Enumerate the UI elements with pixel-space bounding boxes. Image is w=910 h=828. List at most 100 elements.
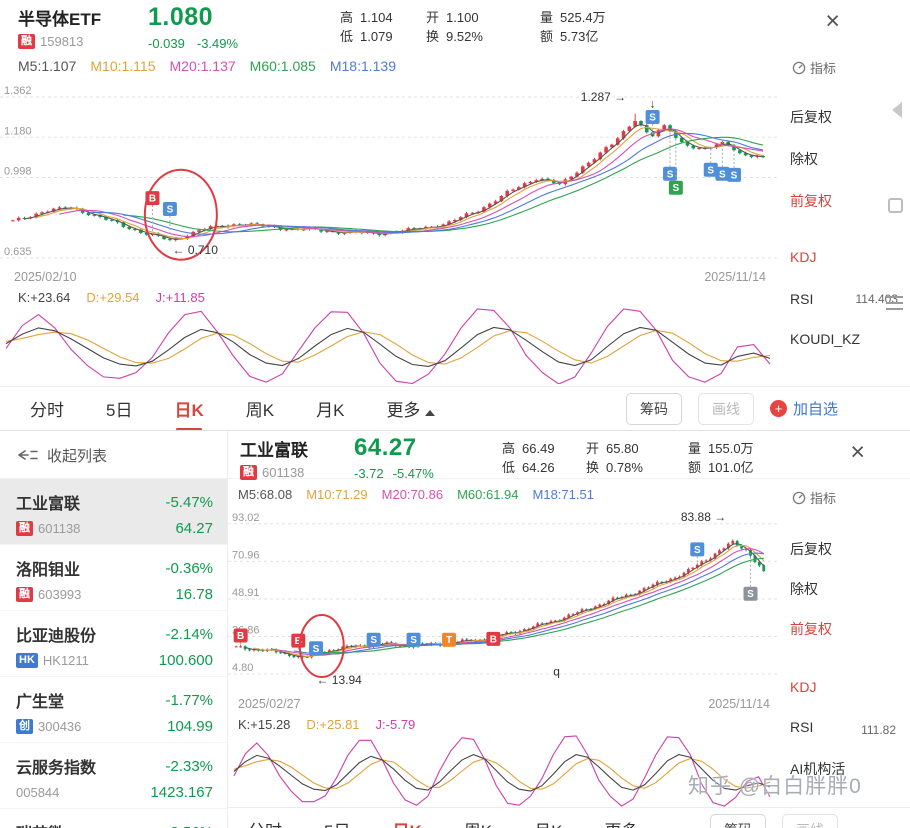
end-date: 2025/11/14: [704, 270, 766, 284]
watchlist-name: 比亚迪股份: [16, 628, 97, 645]
watchlist-item[interactable]: 云服务指数 -2.33% 005844 1423.167: [0, 743, 227, 809]
tab-daily-k[interactable]: 日K: [392, 817, 421, 828]
watchlist-item[interactable]: 洛阳钼业 -0.36% 融 603993 16.78: [0, 545, 227, 611]
chart-period-tabbar: 分时 5日 日K 周K 月K 更多 筹码 画线 + 加自选: [0, 386, 910, 430]
rail-item-kdj[interactable]: KDJ: [790, 249, 817, 265]
tab-5day[interactable]: 5日: [106, 401, 133, 420]
right-rail: 后复权 除权 前复权 KDJ RSI AI机构活: [780, 479, 910, 828]
ma60-value: M60:61.94: [457, 487, 519, 502]
stat-col-open-turnover: 开 65.80 换 0.78%: [586, 439, 643, 477]
stat-label: 高: [502, 441, 516, 456]
stat-label: 开: [586, 441, 600, 456]
etf-price-block: 1.080 -0.039 -3.49%: [148, 3, 238, 51]
tab-minute[interactable]: 分时: [30, 401, 64, 420]
svg-text:S: S: [673, 183, 680, 194]
stat-label: 低: [502, 460, 516, 475]
svg-text:S: S: [313, 644, 320, 655]
ma-values-row: M5:68.08 M10:71.29 M20:70.86 M60:61.94 M…: [238, 487, 594, 502]
tab-monthly-k[interactable]: 月K: [316, 401, 345, 420]
tab-more[interactable]: 更多: [604, 817, 653, 828]
rail-item-ex-right[interactable]: 除权: [790, 151, 818, 167]
rail-item-ai[interactable]: AI机构活: [790, 761, 846, 777]
menu-icon[interactable]: [886, 296, 903, 298]
rail-item-forward-adjusted[interactable]: 前复权: [790, 193, 832, 209]
close-icon[interactable]: ×: [850, 438, 865, 466]
rail-item-rsi[interactable]: RSI: [790, 291, 814, 307]
add-icon: +: [769, 400, 787, 417]
square-icon[interactable]: [888, 198, 903, 213]
etf-chart-panel: 半导体ETF 融 159813 1.080 -0.039 -3.49% 高 1.1…: [0, 0, 910, 430]
stock-price-block: 64.27 -3.72 -5.47%: [354, 434, 434, 481]
indicator-label: 指标: [810, 491, 837, 506]
indicator-label: 指标: [810, 61, 837, 76]
watchlist-item[interactable]: 瑞芯微 -3.56%: [0, 809, 227, 828]
watchlist-name: 洛阳钼业: [16, 562, 81, 579]
margin-badge: 融: [240, 465, 257, 480]
stat-label: 低: [340, 29, 354, 44]
svg-text:← 13.94: ← 13.94: [316, 673, 362, 687]
add-watchlist-button[interactable]: + 加自选: [769, 398, 838, 419]
price-change-pct: -5.47%: [392, 466, 434, 481]
watchlist-item[interactable]: 比亚迪股份 -2.14% HK HK1211 100.600: [0, 611, 227, 677]
tab-5day[interactable]: 5日: [324, 817, 350, 828]
tab-monthly-k[interactable]: 月K: [534, 817, 562, 828]
stock-kdj-chart[interactable]: [228, 735, 780, 807]
watchlist-item[interactable]: 广生堂 -1.77% 创 300436 104.99: [0, 677, 227, 743]
watchlist-name: 瑞芯微: [16, 820, 64, 828]
stock-name: 工业富联: [240, 441, 308, 460]
svg-text:S: S: [707, 165, 714, 176]
watchlist-price: 64.27: [175, 520, 213, 537]
svg-text:↓: ↓: [650, 96, 656, 110]
tab-minute[interactable]: 分时: [248, 817, 282, 828]
watchlist-code: 601138: [38, 521, 81, 536]
stat-value: 9.52%: [446, 29, 483, 44]
stock-name: 半导体ETF: [18, 10, 102, 29]
chinext-badge: 创: [16, 719, 33, 734]
kdj-d-value: D:+29.54: [86, 290, 140, 305]
stat-label: 量: [688, 441, 702, 456]
watchlist-code: HK1211: [42, 653, 89, 668]
watchlist-pct: -5.47%: [165, 493, 213, 511]
tab-weekly-k[interactable]: 周K: [245, 401, 275, 420]
rail-item-backward-adjusted[interactable]: 后复权: [790, 541, 832, 557]
stat-value: 5.73亿: [560, 29, 599, 44]
svg-text:B: B: [490, 634, 497, 645]
collapse-panel-icon[interactable]: [892, 102, 902, 118]
close-icon[interactable]: ×: [825, 7, 840, 35]
rail-item-kdj[interactable]: KDJ: [790, 679, 817, 695]
chip-distribution-button[interactable]: 筹码: [625, 392, 682, 425]
collapse-list-button[interactable]: 收起列表: [0, 431, 228, 479]
svg-text:0.635: 0.635: [4, 246, 32, 258]
tab-weekly-k[interactable]: 周K: [464, 817, 492, 828]
chart-period-tabbar: 分时 5日 日K 周K 月K 更多 筹码 画线: [228, 807, 910, 828]
tab-more-label: 更多: [604, 822, 638, 828]
rail-item-forward-adjusted[interactable]: 前复权: [790, 621, 832, 637]
tabbar-right-group: 筹码 画线 + 加自选: [625, 392, 838, 425]
svg-text:S: S: [649, 112, 656, 123]
date-axis: 2025/02/27 2025/11/14: [228, 697, 780, 711]
tab-more[interactable]: 更多: [386, 396, 436, 421]
kdj-j-value: J:-5.79: [375, 717, 416, 732]
draw-line-button[interactable]: 画线: [697, 392, 754, 425]
indicator-button[interactable]: 指标: [792, 488, 836, 507]
caret-up-icon: [425, 410, 436, 416]
chip-distribution-button[interactable]: 筹码: [710, 813, 766, 828]
indicator-button[interactable]: 指标: [792, 58, 836, 77]
etf-kdj-chart[interactable]: [0, 308, 780, 384]
watchlist-code: 005844: [16, 785, 60, 800]
tab-daily-k[interactable]: 日K: [174, 396, 203, 421]
rail-item-ex-right[interactable]: 除权: [790, 581, 818, 597]
rail-item-rsi[interactable]: RSI: [790, 719, 814, 735]
svg-text:S: S: [719, 169, 726, 180]
rail-item-backward-adjusted[interactable]: 后复权: [790, 109, 832, 125]
draw-line-button[interactable]: 画线: [782, 813, 838, 828]
watchlist-item[interactable]: 工业富联 -5.47% 融 601138 64.27: [0, 479, 227, 545]
ma10-value: M10:71.29: [306, 487, 368, 502]
rail-item-koudi-kz[interactable]: KOUDI_KZ: [790, 331, 861, 347]
svg-text:T: T: [446, 635, 452, 646]
stat-label: 换: [426, 29, 440, 44]
right-rail: 后复权 除权 前复权 KDJ RSI KOUDI_KZ: [780, 82, 910, 385]
svg-text:70.96: 70.96: [232, 549, 260, 561]
